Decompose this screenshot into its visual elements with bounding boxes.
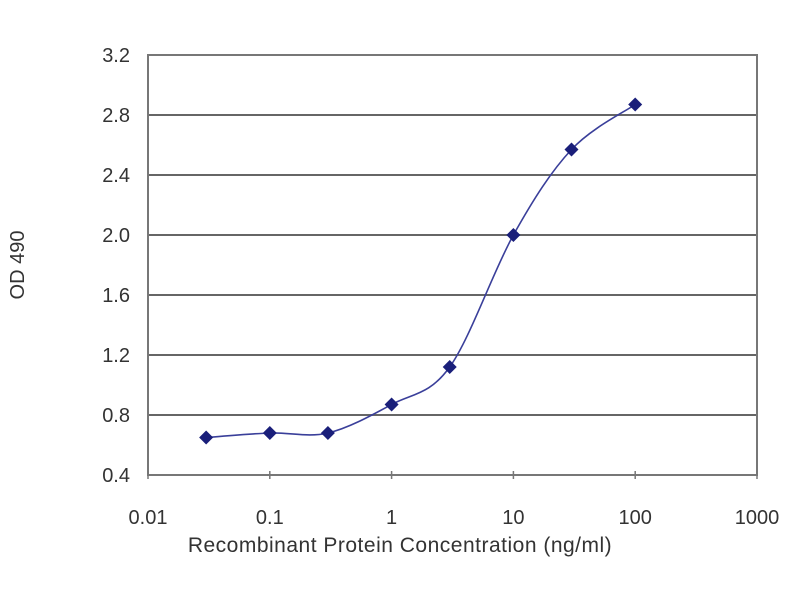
y-tick-label: 1.2 [102, 345, 130, 367]
y-tick-label: 2.0 [102, 225, 130, 247]
y-tick-label: 2.8 [102, 105, 130, 127]
y-tick-label: 2.4 [102, 165, 130, 187]
x-tick-label: 1000 [735, 507, 780, 529]
x-tick-label: 0.01 [129, 507, 168, 529]
x-tick-label: 1 [386, 507, 397, 529]
x-axis-label: Recombinant Protein Concentration (ng/ml… [188, 534, 612, 557]
x-tick-labels: 0.01 0.1 1 10 100 1000 [129, 471, 780, 529]
data-point [384, 397, 399, 412]
data-points [199, 97, 643, 445]
gridlines [148, 54, 757, 476]
y-tick-labels: 0.4 0.8 1.2 1.6 2.0 2.4 2.8 3.2 [102, 45, 130, 487]
data-point [506, 228, 521, 242]
data-point [442, 360, 457, 374]
x-tick-label: 10 [502, 507, 524, 529]
data-point [320, 426, 335, 440]
plot-border [147, 54, 758, 476]
data-point [199, 430, 214, 445]
y-tick-label: 0.8 [102, 405, 130, 427]
y-tick-label: 0.4 [102, 465, 130, 487]
data-point [262, 426, 277, 440]
x-tick-label: 0.1 [256, 507, 284, 529]
y-axis-label: OD 490 [7, 231, 29, 300]
series-line [206, 103, 636, 439]
data-point [628, 97, 643, 112]
y-tick-label: 1.6 [102, 285, 130, 307]
data-point [564, 142, 579, 157]
y-tick-label: 3.2 [102, 45, 130, 67]
x-tick-label: 100 [619, 507, 652, 529]
